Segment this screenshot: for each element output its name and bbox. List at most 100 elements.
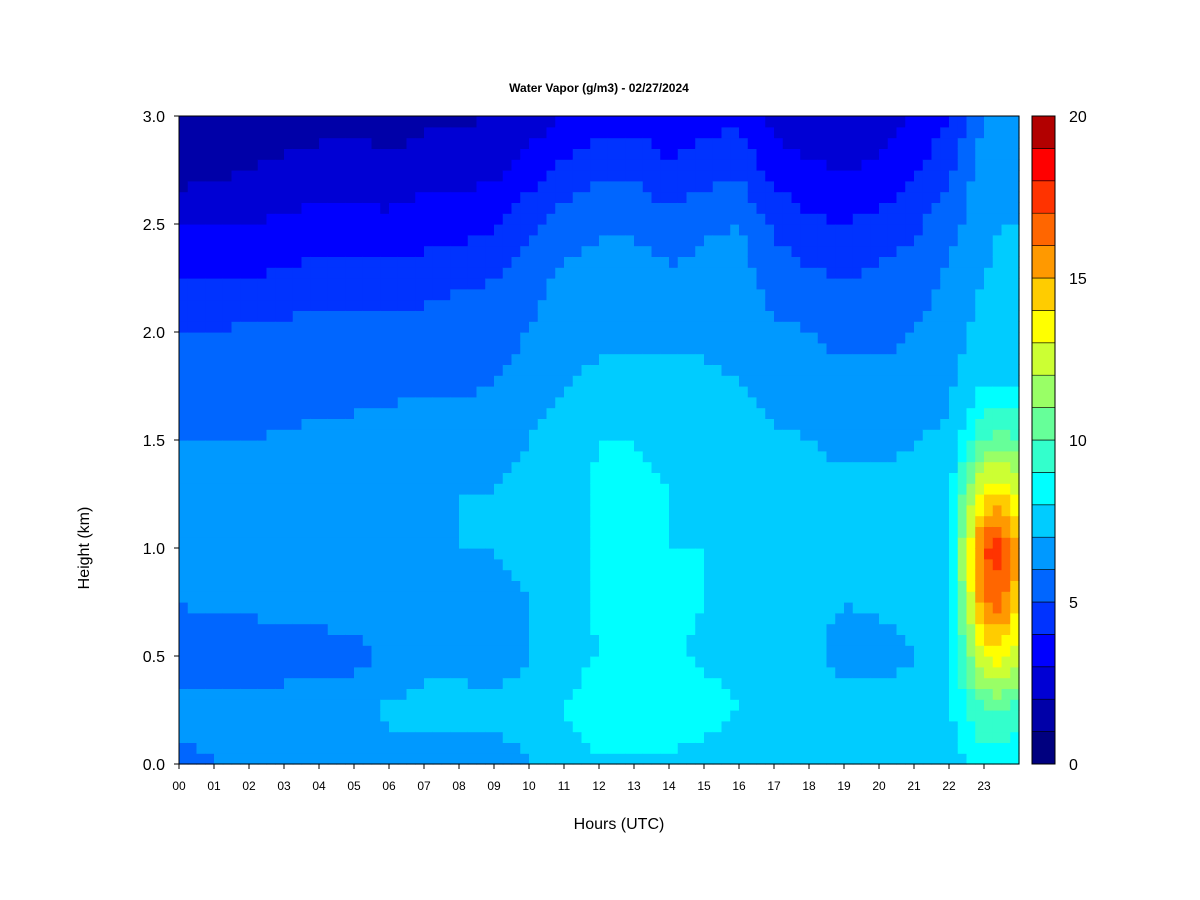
heatmap-cell	[756, 256, 766, 268]
heatmap-cell	[782, 580, 793, 592]
heatmap-cell	[756, 504, 766, 517]
heatmap-cell	[887, 666, 898, 679]
heatmap-cell	[879, 278, 889, 290]
heatmap-cell	[336, 375, 346, 387]
heatmap-cell	[467, 645, 478, 657]
heatmap-cell	[651, 537, 661, 549]
heatmap-cell	[774, 159, 784, 171]
heatmap-cell	[319, 256, 329, 268]
heatmap-cell	[669, 731, 679, 743]
heatmap-cell	[756, 558, 766, 571]
heatmap-cell	[765, 126, 775, 139]
heatmap-cell	[634, 472, 644, 484]
heatmap-cell	[205, 342, 215, 355]
heatmap-cell	[520, 623, 530, 635]
heatmap-cell	[257, 645, 268, 657]
heatmap-cell	[599, 245, 609, 257]
heatmap-cell	[406, 494, 416, 506]
heatmap-cell	[179, 418, 189, 430]
heatmap-cell	[704, 267, 714, 279]
heatmap-cell	[747, 396, 758, 409]
heatmap-cell	[826, 731, 836, 743]
heatmap-cell	[572, 526, 583, 538]
heatmap-cell	[284, 623, 294, 635]
heatmap-cell	[257, 148, 268, 160]
heatmap-cell	[800, 375, 810, 387]
heatmap-cell	[704, 116, 714, 128]
heatmap-cell	[870, 591, 880, 603]
heatmap-cell	[887, 440, 898, 452]
heatmap-cell	[310, 537, 320, 549]
heatmap-cell	[651, 515, 661, 527]
heatmap-cell	[511, 170, 521, 182]
heatmap-cell	[774, 170, 784, 182]
heatmap-cell	[467, 602, 478, 614]
heatmap-cell	[817, 558, 828, 571]
heatmap-cell	[240, 483, 250, 495]
heatmap-cell	[835, 116, 845, 128]
heatmap-cell	[774, 666, 784, 679]
heatmap-cell	[625, 710, 635, 722]
heatmap-cell	[205, 159, 215, 171]
heatmap-cell	[564, 504, 574, 517]
heatmap-cell	[634, 148, 644, 160]
heatmap-cell	[625, 148, 635, 160]
heatmap-cell	[564, 299, 574, 311]
heatmap-cell	[529, 666, 539, 679]
heatmap-cell	[354, 710, 364, 722]
heatmap-cell	[415, 116, 425, 128]
heatmap-cell	[686, 504, 696, 517]
heatmap-cell	[599, 234, 609, 247]
heatmap-cell	[782, 159, 793, 171]
heatmap-cell	[415, 623, 425, 635]
heatmap-cell	[651, 699, 661, 711]
heatmap-cell	[529, 558, 539, 571]
heatmap-cell	[266, 440, 276, 452]
heatmap-cell	[616, 710, 626, 722]
heatmap-cell	[879, 321, 889, 333]
heatmap-cell	[187, 180, 198, 193]
heatmap-cell	[870, 342, 880, 355]
heatmap-cell	[362, 504, 373, 517]
heatmap-cell	[817, 170, 828, 182]
heatmap-cell	[450, 440, 460, 452]
heatmap-cell	[389, 461, 399, 473]
heatmap-cell	[327, 267, 338, 279]
heatmap-cell	[275, 710, 285, 722]
heatmap-cell	[791, 299, 801, 311]
heatmap-cell	[730, 450, 740, 463]
heatmap-cell	[424, 688, 434, 700]
heatmap-cell	[774, 710, 784, 722]
heatmap-cell	[310, 386, 320, 398]
heatmap-cell	[905, 742, 915, 754]
heatmap-cell	[529, 742, 539, 754]
heatmap-cell	[459, 440, 469, 452]
heatmap-cell	[380, 202, 390, 214]
heatmap-cell	[677, 407, 688, 419]
heatmap-cell	[564, 321, 574, 333]
heatmap-cell	[371, 731, 381, 743]
heatmap-cell	[852, 148, 863, 160]
heatmap-cell	[389, 396, 399, 409]
heatmap-cell	[502, 159, 513, 171]
heatmap-cell	[852, 170, 863, 182]
heatmap-cell	[712, 656, 723, 668]
heatmap-cell	[511, 612, 521, 625]
heatmap-cell	[389, 699, 399, 711]
heatmap-cell	[581, 623, 591, 635]
heatmap-cell	[222, 116, 233, 128]
heatmap-cell	[397, 234, 408, 247]
heatmap-cell	[826, 558, 836, 571]
heatmap-cell	[590, 569, 600, 581]
heatmap-cell	[494, 612, 504, 625]
heatmap-cell	[896, 450, 906, 463]
heatmap-cell	[362, 440, 373, 452]
heatmap-cell	[476, 429, 486, 441]
heatmap-cell	[870, 332, 880, 344]
heatmap-cell	[424, 558, 434, 571]
heatmap-cell	[826, 267, 836, 279]
heatmap-cell	[441, 321, 451, 333]
heatmap-cell	[721, 256, 731, 268]
heatmap-cell	[616, 461, 626, 473]
heatmap-cell	[380, 321, 390, 333]
